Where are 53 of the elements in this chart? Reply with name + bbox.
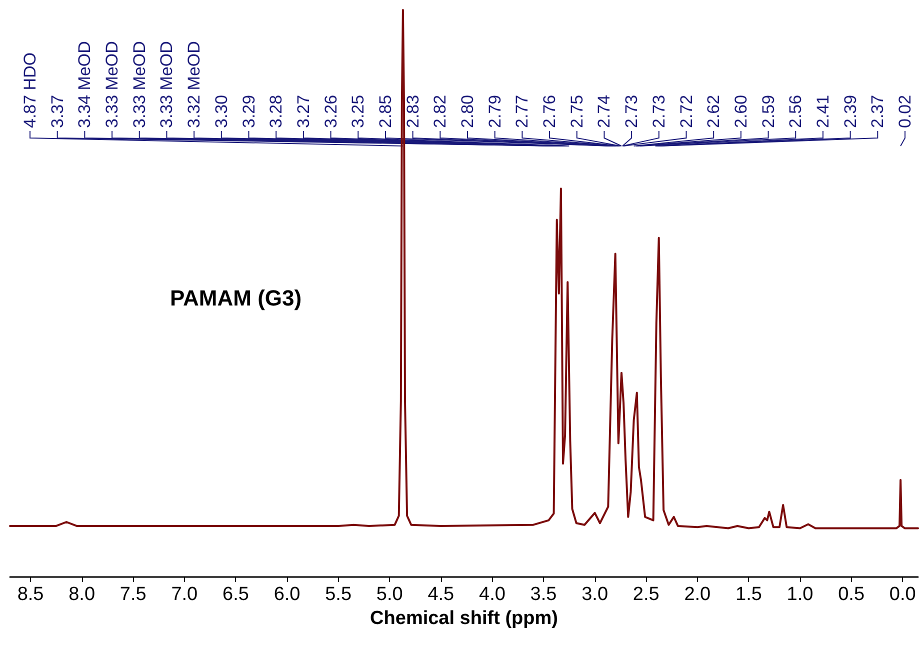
annotation: 3.26 <box>321 94 340 128</box>
x-tick-label: 2.5 <box>632 584 660 605</box>
x-tick-label: 3.0 <box>582 584 608 605</box>
annotation: 3.28 <box>266 94 286 128</box>
x-tick-label: 8.0 <box>68 584 96 605</box>
annotation: 3.33 MeOD <box>157 41 176 128</box>
annotation: 3.37 <box>48 94 67 128</box>
x-tick-label: 7.0 <box>171 584 198 605</box>
annotation: 2.37 <box>868 94 888 128</box>
x-tick-label: 1.5 <box>736 584 762 605</box>
annotation: 2.82 <box>430 94 450 128</box>
x-tick-label: 2.0 <box>684 584 711 605</box>
x-tick-label: 1.0 <box>786 584 814 605</box>
annotation: 3.27 <box>294 94 313 128</box>
annotation: 2.73 <box>649 94 668 128</box>
x-tick-label: 3.5 <box>530 584 557 605</box>
annotation: 3.30 <box>212 94 231 128</box>
x-tick-label: 4.0 <box>479 584 506 605</box>
annotation: 2.77 <box>512 94 532 128</box>
annotation: 0.02 <box>896 94 914 128</box>
x-tick-label: 8.5 <box>17 584 44 605</box>
x-tick-label: 0.5 <box>838 584 865 605</box>
x-axis-title: Chemical shift (ppm) <box>370 608 558 629</box>
annotation: 2.39 <box>840 94 860 128</box>
annotation: 2.41 <box>813 94 832 128</box>
annotation: 2.75 <box>567 94 586 128</box>
x-tick-label: 4.5 <box>428 584 454 605</box>
annotation: 2.60 <box>731 94 750 128</box>
x-tick-label: 7.5 <box>120 584 146 605</box>
x-tick-label: 0.0 <box>889 584 916 605</box>
text: PAMAM (G3) <box>170 286 302 310</box>
annotation: 3.34 MeOD <box>75 41 94 128</box>
annotation: 2.80 <box>458 94 477 128</box>
annotation: 2.76 <box>540 94 560 128</box>
annotation: 3.33 MeOD <box>130 41 149 128</box>
annotation: 2.79 <box>485 94 504 128</box>
annotation: 2.72 <box>676 94 696 128</box>
annotation: 2.59 <box>758 94 778 128</box>
annotation: 2.85 <box>376 94 395 128</box>
annotation: 3.32 MeOD <box>184 41 204 128</box>
x-tick-label: 5.5 <box>325 584 352 605</box>
annotation: 3.25 <box>348 94 368 128</box>
annotation: 2.56 <box>786 94 806 128</box>
x-tick-label: 6.0 <box>274 584 300 605</box>
annotation: 3.29 <box>239 94 258 128</box>
annotation: 2.62 <box>704 94 724 128</box>
x-tick-label: 5.0 <box>376 584 403 605</box>
x-tick-label: 6.5 <box>222 584 249 605</box>
annotation: 2.83 <box>403 94 422 128</box>
annotation: 4.87 HDO <box>20 52 40 128</box>
annotation: 2.74 <box>594 94 614 128</box>
annotation: 3.33 MeOD <box>102 41 122 128</box>
annotation: 2.73 <box>622 94 642 128</box>
